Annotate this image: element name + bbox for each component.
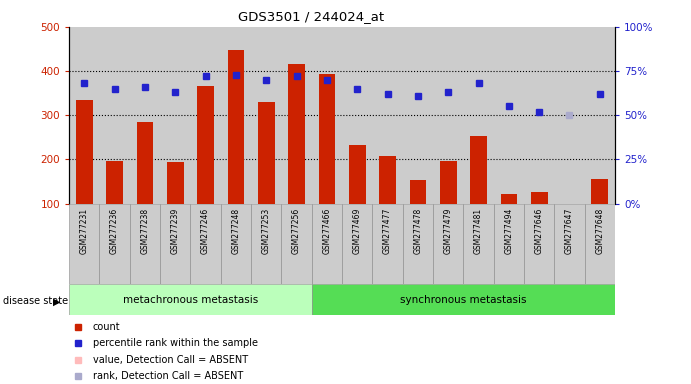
Text: metachronous metastasis: metachronous metastasis: [123, 295, 258, 305]
Bar: [464, 27, 493, 204]
Bar: [440, 161, 457, 204]
Bar: [585, 27, 615, 204]
Bar: [130, 27, 160, 204]
Text: GSM277648: GSM277648: [596, 208, 605, 254]
Bar: [69, 204, 100, 284]
Text: rank, Detection Call = ABSENT: rank, Detection Call = ABSENT: [93, 371, 243, 381]
Bar: [433, 27, 464, 204]
Text: ▶: ▶: [53, 296, 61, 306]
Bar: [137, 122, 153, 204]
Text: GSM277256: GSM277256: [292, 208, 301, 254]
Bar: [312, 204, 342, 284]
Bar: [493, 27, 524, 204]
Bar: [470, 136, 487, 204]
Bar: [312, 27, 342, 204]
Text: GSM277236: GSM277236: [110, 208, 119, 254]
Text: GSM277469: GSM277469: [352, 208, 361, 254]
Bar: [379, 156, 396, 204]
Text: value, Detection Call = ABSENT: value, Detection Call = ABSENT: [93, 354, 247, 364]
Text: GSM277477: GSM277477: [383, 208, 392, 254]
Text: disease state: disease state: [3, 296, 68, 306]
Bar: [251, 204, 281, 284]
Bar: [160, 27, 191, 204]
Bar: [106, 161, 123, 204]
Text: GSM277466: GSM277466: [323, 208, 332, 254]
Text: GSM277494: GSM277494: [504, 208, 513, 254]
Bar: [197, 86, 214, 204]
Text: count: count: [93, 322, 120, 332]
Bar: [349, 145, 366, 204]
Bar: [281, 204, 312, 284]
Bar: [500, 194, 517, 204]
Text: GSM277231: GSM277231: [79, 208, 88, 254]
Bar: [281, 27, 312, 204]
Bar: [312, 284, 615, 315]
Text: GSM277647: GSM277647: [565, 208, 574, 254]
Bar: [524, 27, 554, 204]
Bar: [130, 204, 160, 284]
Bar: [561, 204, 578, 239]
Bar: [227, 50, 244, 204]
Bar: [342, 204, 372, 284]
Bar: [372, 27, 403, 204]
Bar: [160, 204, 191, 284]
Bar: [591, 179, 608, 204]
Text: GSM277246: GSM277246: [201, 208, 210, 254]
Text: GSM277248: GSM277248: [231, 208, 240, 254]
Bar: [258, 102, 274, 204]
Bar: [288, 63, 305, 204]
Bar: [554, 27, 585, 204]
Bar: [100, 204, 130, 284]
Bar: [464, 204, 493, 284]
Text: GSM277481: GSM277481: [474, 208, 483, 254]
Text: GSM277238: GSM277238: [140, 208, 149, 254]
Bar: [410, 180, 426, 204]
Text: GSM277478: GSM277478: [413, 208, 422, 254]
Bar: [403, 27, 433, 204]
Bar: [319, 74, 335, 204]
Bar: [531, 192, 547, 204]
Bar: [191, 27, 220, 204]
Bar: [220, 204, 251, 284]
Text: GSM277253: GSM277253: [262, 208, 271, 254]
Bar: [524, 204, 554, 284]
Bar: [191, 204, 220, 284]
Text: GSM277479: GSM277479: [444, 208, 453, 254]
Bar: [251, 27, 281, 204]
Bar: [585, 204, 615, 284]
Bar: [403, 204, 433, 284]
Bar: [100, 27, 130, 204]
Bar: [342, 27, 372, 204]
Text: GSM277239: GSM277239: [171, 208, 180, 254]
Text: synchronous metastasis: synchronous metastasis: [400, 295, 527, 305]
Bar: [554, 204, 585, 284]
Text: GSM277646: GSM277646: [535, 208, 544, 254]
Bar: [69, 284, 312, 315]
Bar: [220, 27, 251, 204]
Bar: [372, 204, 403, 284]
Bar: [76, 100, 93, 204]
Bar: [493, 204, 524, 284]
Text: GDS3501 / 244024_at: GDS3501 / 244024_at: [238, 10, 384, 23]
Bar: [167, 162, 184, 204]
Bar: [69, 27, 100, 204]
Text: percentile rank within the sample: percentile rank within the sample: [93, 338, 258, 348]
Bar: [433, 204, 464, 284]
